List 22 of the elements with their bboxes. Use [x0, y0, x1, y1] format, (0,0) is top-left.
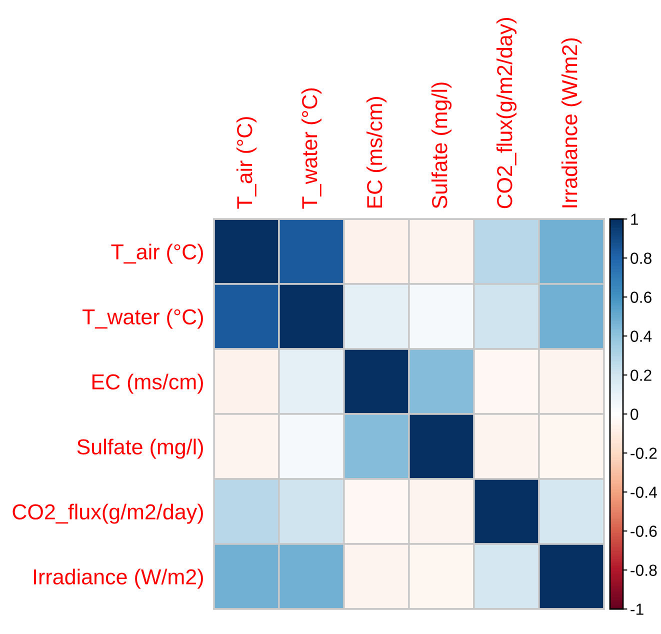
y-tick-label: CO2_flux(g/m2/day) [12, 504, 203, 524]
color-bar-label: -1 [630, 604, 644, 615]
color-bar-label: 1 [631, 214, 638, 225]
y-tick-label: T_air (°C) [111, 244, 203, 264]
y-tick-label: Irradiance (W/m2) [34, 568, 203, 589]
x-tick-label: T_water (°C) [301, 88, 322, 209]
color-bar-label: 0.8 [630, 252, 652, 264]
color-bar-label: -0.8 [630, 564, 657, 576]
y-tick-label: T_water (°C) [82, 308, 203, 329]
y-tick-label: EC (ms/cm) [92, 374, 203, 394]
x-tick-label: Irradiance (W/m2) [561, 38, 582, 208]
color-bar-label: 0.4 [630, 330, 652, 342]
color-bar-label: 0 [630, 408, 638, 420]
x-tick-label: EC (ms/cm) [366, 97, 387, 208]
color-bar-label: -0.6 [630, 526, 657, 537]
color-bar-label: -0.2 [630, 448, 657, 459]
x-tick-label: Sulfate (mg/l) [431, 82, 452, 208]
color-bar-label: 0.6 [630, 292, 652, 303]
y-tick-label: Sulfate (mg/l) [77, 438, 203, 459]
color-bar-label: 0.2 [630, 370, 652, 381]
color-bar-label: -0.4 [630, 486, 657, 498]
x-tick-label: CO2_flux(g/m2/day) [496, 18, 517, 208]
